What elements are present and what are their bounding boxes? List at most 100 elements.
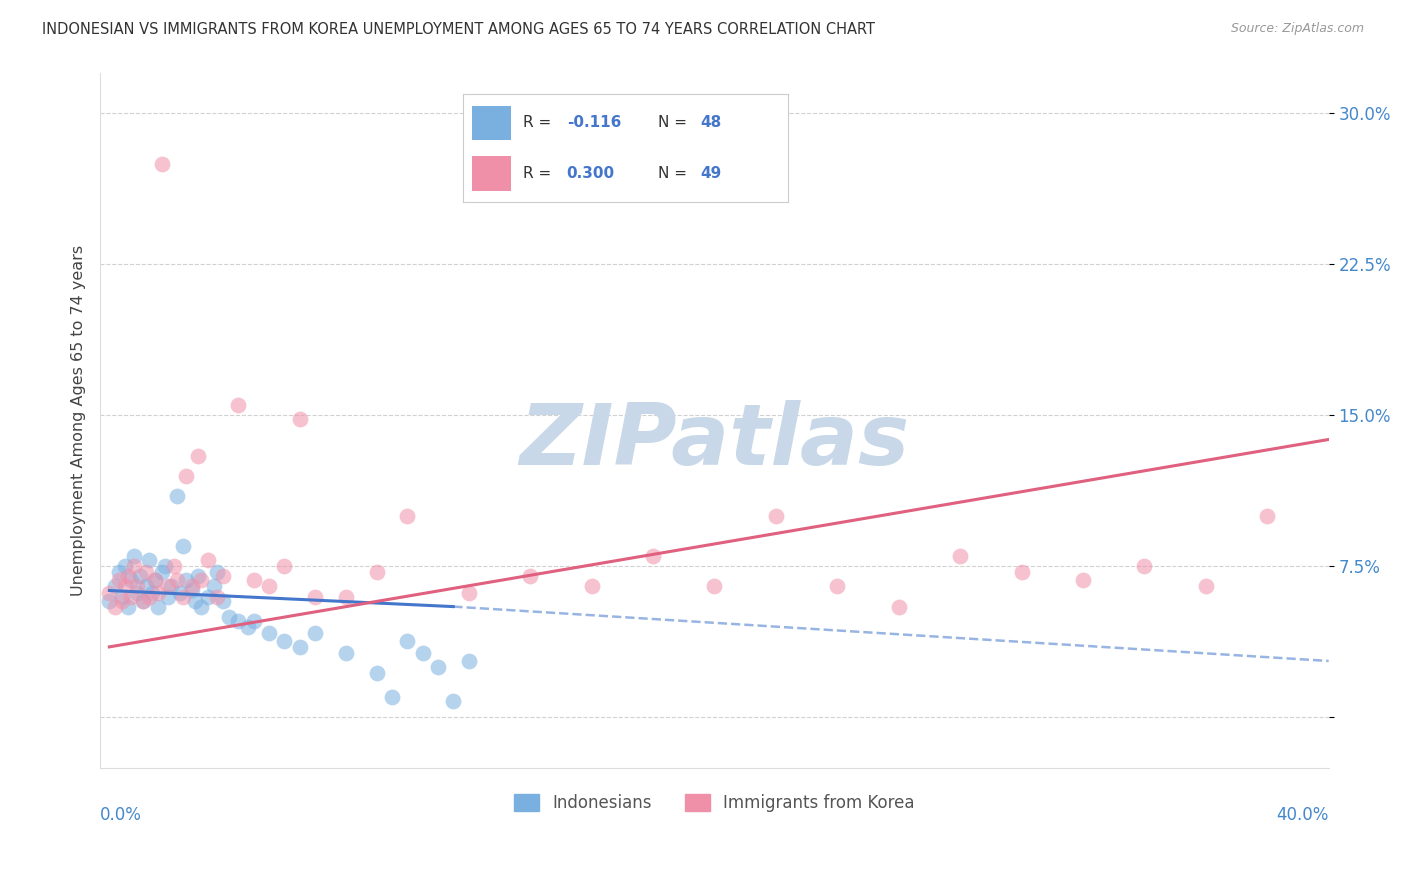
Point — [159, 579, 181, 593]
Point — [641, 549, 664, 564]
Point — [166, 489, 188, 503]
Point — [765, 508, 787, 523]
Y-axis label: Unemployment Among Ages 65 to 74 years: Unemployment Among Ages 65 to 74 years — [72, 244, 86, 596]
Point — [335, 646, 357, 660]
Point — [396, 508, 419, 523]
Point — [412, 646, 434, 660]
Point — [145, 574, 167, 588]
Point — [172, 539, 194, 553]
Point — [141, 585, 163, 599]
Point — [150, 566, 173, 580]
Point — [273, 633, 295, 648]
Point — [181, 583, 204, 598]
Point — [366, 666, 388, 681]
Point — [153, 559, 176, 574]
Point — [366, 566, 388, 580]
Point — [148, 585, 170, 599]
Point — [172, 590, 194, 604]
Point — [150, 156, 173, 170]
Point — [166, 574, 188, 588]
Point — [236, 620, 259, 634]
Point — [1256, 508, 1278, 523]
Point — [273, 559, 295, 574]
Point — [104, 599, 127, 614]
Point — [132, 593, 155, 607]
Point — [132, 593, 155, 607]
Point — [190, 599, 212, 614]
Point — [111, 590, 134, 604]
Point — [129, 569, 152, 583]
Point — [427, 660, 450, 674]
Point — [396, 633, 419, 648]
Point — [1071, 574, 1094, 588]
Point — [135, 566, 157, 580]
Point — [156, 579, 179, 593]
Point — [174, 574, 197, 588]
Point — [304, 590, 326, 604]
Point — [228, 614, 250, 628]
Point — [122, 559, 145, 574]
Point — [163, 559, 186, 574]
Point — [114, 559, 136, 574]
Point — [228, 398, 250, 412]
Point — [111, 593, 134, 607]
Point — [825, 579, 848, 593]
Point — [381, 690, 404, 705]
Point — [519, 569, 541, 583]
Point — [98, 585, 121, 599]
Point — [212, 569, 235, 583]
Point — [117, 569, 139, 583]
Point — [257, 625, 280, 640]
Point — [145, 574, 167, 588]
Point — [107, 566, 129, 580]
Point — [148, 599, 170, 614]
Point — [197, 553, 219, 567]
Point — [1195, 579, 1218, 593]
Point — [120, 574, 142, 588]
Point — [1011, 566, 1033, 580]
Text: Source: ZipAtlas.com: Source: ZipAtlas.com — [1230, 22, 1364, 36]
Point — [441, 694, 464, 708]
Text: 0.0%: 0.0% — [100, 805, 142, 824]
Point — [125, 579, 148, 593]
Point — [184, 593, 207, 607]
Point — [125, 585, 148, 599]
Point — [304, 625, 326, 640]
Legend: Indonesians, Immigrants from Korea: Indonesians, Immigrants from Korea — [508, 787, 921, 819]
Point — [122, 549, 145, 564]
Point — [138, 590, 160, 604]
Point — [156, 590, 179, 604]
Point — [138, 553, 160, 567]
Point — [205, 566, 228, 580]
Point — [335, 590, 357, 604]
Text: 40.0%: 40.0% — [1277, 805, 1329, 824]
Point — [104, 579, 127, 593]
Point — [135, 579, 157, 593]
Point — [187, 569, 209, 583]
Point — [169, 585, 191, 599]
Point — [114, 579, 136, 593]
Point — [98, 593, 121, 607]
Point — [120, 590, 142, 604]
Point — [218, 609, 240, 624]
Point — [288, 412, 311, 426]
Point — [457, 654, 479, 668]
Point — [242, 614, 264, 628]
Point — [703, 579, 725, 593]
Point — [197, 590, 219, 604]
Point — [257, 579, 280, 593]
Point — [581, 579, 603, 593]
Point — [212, 593, 235, 607]
Point — [117, 599, 139, 614]
Point — [1133, 559, 1156, 574]
Point — [457, 585, 479, 599]
Point — [288, 640, 311, 654]
Point — [187, 449, 209, 463]
Point — [242, 574, 264, 588]
Point — [174, 468, 197, 483]
Text: ZIPatlas: ZIPatlas — [519, 400, 910, 483]
Text: INDONESIAN VS IMMIGRANTS FROM KOREA UNEMPLOYMENT AMONG AGES 65 TO 74 YEARS CORRE: INDONESIAN VS IMMIGRANTS FROM KOREA UNEM… — [42, 22, 875, 37]
Point — [107, 574, 129, 588]
Point — [190, 574, 212, 588]
Point — [202, 579, 225, 593]
